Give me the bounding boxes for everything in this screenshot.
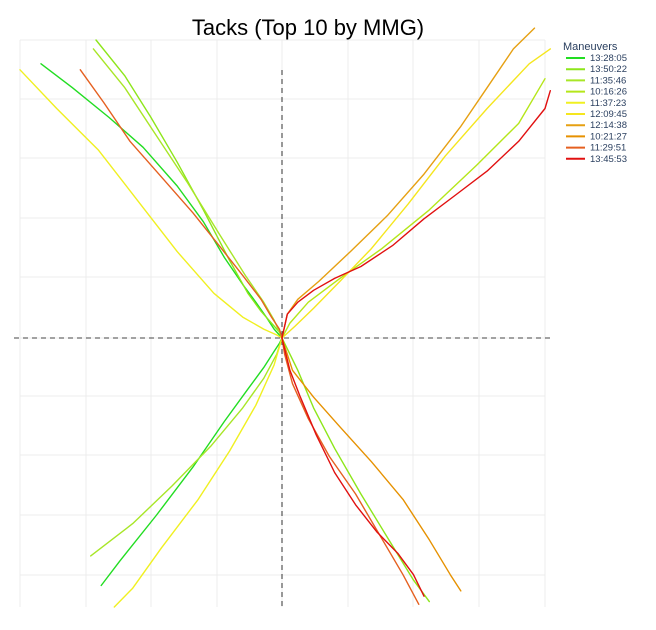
legend-label: 12:09:45 <box>590 109 627 120</box>
legend-item[interactable]: 11:29:51 <box>566 143 626 154</box>
legend-item[interactable]: 10:16:26 <box>566 87 627 98</box>
legend-label: 13:45:53 <box>590 154 627 165</box>
series-line-11-35-46[interactable] <box>90 48 283 557</box>
series-lines <box>19 27 551 608</box>
legend-item[interactable]: 12:14:38 <box>566 120 627 131</box>
series-line-13-50-22[interactable] <box>95 39 430 603</box>
series-line-11-29-51[interactable] <box>79 69 420 605</box>
legend-item[interactable]: 12:09:45 <box>566 109 627 120</box>
legend-item[interactable]: 13:45:53 <box>566 154 627 165</box>
series-line-10-21-27[interactable] <box>281 337 462 592</box>
legend-item[interactable]: 13:50:22 <box>566 64 627 75</box>
series-line-10-16-26[interactable] <box>281 78 546 339</box>
legend-label: 10:16:26 <box>590 87 627 98</box>
series-line-12-09-45[interactable] <box>281 48 551 339</box>
legend-label: 11:37:23 <box>590 98 626 109</box>
legend-item[interactable]: 10:21:27 <box>566 131 627 142</box>
legend-label: 12:14:38 <box>590 120 627 131</box>
legend[interactable]: Maneuvers 13:28:0513:50:2211:35:4610:16:… <box>563 41 627 165</box>
legend-item[interactable]: 11:37:23 <box>566 98 626 109</box>
legend-label: 11:29:51 <box>590 143 626 154</box>
chart-title: Tacks (Top 10 by MMG) <box>192 15 424 40</box>
legend-item[interactable]: 11:35:46 <box>566 75 626 86</box>
series-line-13-45-53[interactable] <box>281 337 425 597</box>
series-line-13-28-05[interactable] <box>40 63 283 587</box>
legend-title: Maneuvers <box>563 41 618 53</box>
series-line-13-45-53[interactable] <box>281 90 551 339</box>
legend-label: 11:35:46 <box>590 75 626 86</box>
legend-label: 13:50:22 <box>590 64 627 75</box>
legend-label: 13:28:05 <box>590 53 627 64</box>
series-line-12-14-38[interactable] <box>281 27 536 339</box>
series-line-11-37-23[interactable] <box>19 69 283 608</box>
legend-item[interactable]: 13:28:05 <box>566 53 627 64</box>
legend-label: 10:21:27 <box>590 131 627 142</box>
